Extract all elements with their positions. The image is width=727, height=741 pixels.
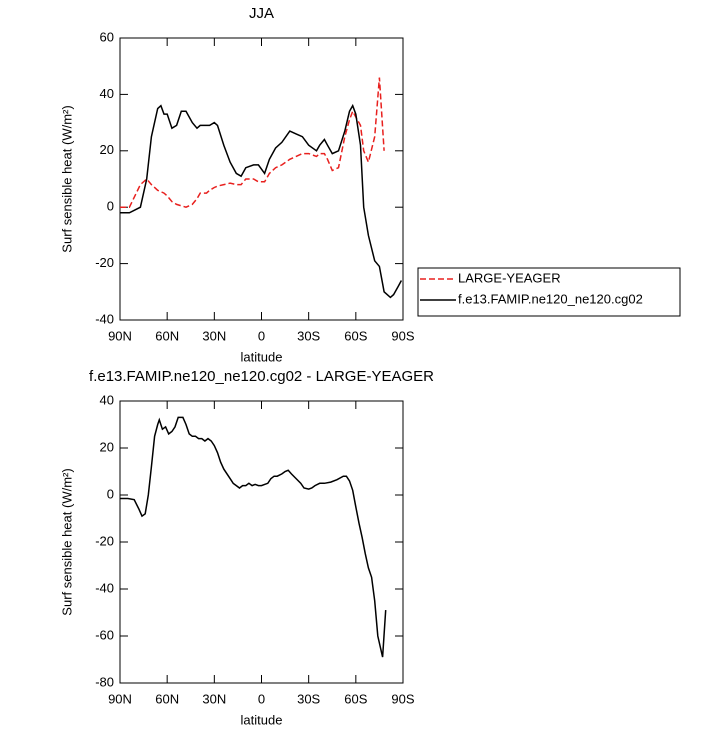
y-tick-label: 40 bbox=[100, 86, 114, 101]
y-tick-label: -60 bbox=[95, 627, 114, 642]
plot-frame bbox=[119, 37, 404, 321]
data-line bbox=[120, 416, 387, 658]
y-tick-label: 40 bbox=[100, 392, 114, 407]
x-axis-label: latitude bbox=[241, 712, 283, 727]
y-axis-label: Surf sensible heat (W/m²) bbox=[59, 468, 74, 615]
y-tick-label: 20 bbox=[100, 439, 114, 454]
x-axis-label: latitude bbox=[241, 349, 283, 364]
x-tick-label: 30S bbox=[297, 328, 320, 343]
chart-title: f.e13.FAMIP.ne120_ne120.cg02 - LARGE-YEA… bbox=[89, 368, 434, 385]
y-tick-label: 0 bbox=[107, 486, 114, 501]
x-tick-label: 60S bbox=[344, 691, 367, 706]
x-tick-label: 30S bbox=[297, 691, 320, 706]
legend-label: f.e13.FAMIP.ne120_ne120.cg02 bbox=[458, 291, 643, 306]
y-tick-label: -80 bbox=[95, 674, 114, 689]
y-tick-label: -20 bbox=[95, 255, 114, 270]
y-tick-label: -40 bbox=[95, 580, 114, 595]
y-tick-label: -20 bbox=[95, 533, 114, 548]
x-tick-label: 0 bbox=[258, 691, 265, 706]
y-axis-label: Surf sensible heat (W/m²) bbox=[59, 105, 74, 252]
legend-box bbox=[417, 267, 681, 317]
data-line bbox=[120, 77, 385, 208]
y-tick-label: 20 bbox=[100, 142, 114, 157]
x-tick-label: 90N bbox=[108, 691, 132, 706]
plot-frame bbox=[119, 400, 404, 684]
x-tick-label: 60S bbox=[344, 328, 367, 343]
x-tick-label: 90S bbox=[391, 691, 414, 706]
y-tick-label: -40 bbox=[95, 311, 114, 326]
x-tick-label: 30N bbox=[202, 691, 226, 706]
x-tick-label: 0 bbox=[258, 328, 265, 343]
x-tick-label: 30N bbox=[202, 328, 226, 343]
data-line bbox=[120, 103, 403, 299]
x-tick-label: 90S bbox=[391, 328, 414, 343]
y-tick-label: 60 bbox=[100, 29, 114, 44]
x-tick-label: 60N bbox=[155, 328, 179, 343]
y-tick-label: 0 bbox=[107, 199, 114, 214]
x-tick-label: 60N bbox=[155, 691, 179, 706]
legend-label: LARGE-YEAGER bbox=[458, 270, 561, 285]
chart-title: JJA bbox=[249, 5, 274, 22]
x-tick-label: 90N bbox=[108, 328, 132, 343]
